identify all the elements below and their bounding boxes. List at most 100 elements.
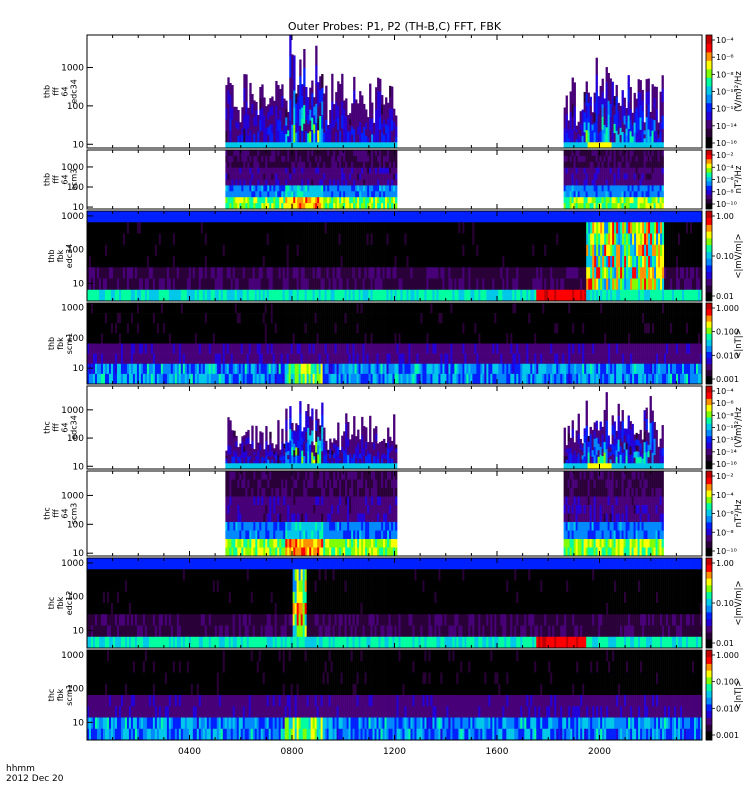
heatmap-cell (607, 173, 610, 180)
heatmap-cell (140, 278, 144, 291)
heatmap-cell (320, 256, 323, 268)
heatmap-cell (386, 267, 389, 279)
heatmap-cell (108, 233, 112, 246)
heatmap-cell (358, 222, 361, 234)
heatmap-cell (522, 289, 525, 302)
heatmap-cell (252, 211, 256, 223)
heatmap-cell (637, 197, 640, 204)
heatmap-cell (241, 128, 244, 136)
heatmap-cell (478, 278, 481, 291)
heatmap-cell (400, 278, 403, 291)
heatmap-cell (264, 278, 268, 291)
heatmap-cell (462, 278, 465, 291)
heatmap-cell (608, 289, 611, 302)
heatmap-cell (372, 256, 375, 268)
heatmap-cell (422, 244, 425, 257)
heatmap-cell (631, 173, 634, 180)
heatmap-cell (631, 136, 634, 143)
heatmap-cell (346, 233, 349, 246)
heatmap-cell (392, 267, 395, 279)
colorbar-segment (706, 166, 712, 169)
heatmap-cell (324, 267, 327, 279)
heatmap-cell (279, 197, 282, 204)
heatmap-cell (134, 289, 138, 302)
heatmap-cell (640, 222, 643, 234)
heatmap-cell (442, 244, 445, 257)
heatmap-cell (696, 222, 699, 234)
heatmap-cell (458, 289, 461, 302)
heatmap-cell (144, 211, 148, 223)
heatmap-cell (317, 203, 320, 210)
heatmap-cell (112, 211, 116, 223)
heatmap-cell (456, 267, 459, 279)
heatmap-cell (245, 203, 248, 210)
heatmap-cell (373, 122, 376, 127)
heatmap-cell (500, 211, 503, 223)
heatmap-cell (593, 92, 596, 103)
heatmap-cell (623, 167, 626, 174)
heatmap-cell (569, 91, 572, 102)
heatmap-cell (508, 289, 511, 302)
heatmap-cell (235, 161, 238, 168)
heatmap-cell (225, 179, 228, 186)
heatmap-cell (591, 130, 594, 137)
heatmap-cell (653, 161, 656, 168)
heatmap-cell (261, 150, 264, 157)
heatmap-cell (128, 244, 132, 257)
heatmap-cell (290, 244, 293, 257)
heatmap-cell (580, 222, 583, 234)
heatmap-cell (354, 289, 357, 302)
heatmap-cell (291, 173, 294, 180)
heatmap-cell (192, 244, 196, 257)
heatmap-cell (210, 211, 214, 223)
heatmap-cell (251, 103, 254, 114)
heatmap-cell (222, 222, 226, 234)
heatmap-cell (377, 129, 380, 143)
heatmap-cell (374, 267, 377, 279)
heatmap-cell (383, 203, 386, 210)
heatmap-cell (404, 211, 407, 223)
heatmap-cell (374, 233, 377, 246)
heatmap-cell (273, 142, 276, 148)
heatmap-cell (542, 278, 545, 291)
heatmap-cell (556, 278, 559, 291)
heatmap-cell (269, 142, 272, 148)
heatmap-cell (542, 222, 545, 234)
heatmap-cell (116, 256, 120, 268)
heatmap-cell (410, 289, 413, 302)
heatmap-cell (225, 155, 228, 163)
heatmap-cell (224, 233, 228, 246)
heatmap-cell (158, 278, 162, 291)
heatmap-cell (276, 244, 279, 257)
heatmap-cell (365, 167, 368, 174)
heatmap-cell (241, 114, 244, 122)
heatmap-cell (317, 161, 320, 168)
heatmap-cell (597, 203, 600, 210)
heatmap-cell (615, 191, 618, 198)
heatmap-cell (625, 108, 628, 116)
heatmap-cell (259, 179, 262, 186)
heatmap-cell (267, 111, 270, 120)
heatmap-cell (287, 112, 290, 119)
heatmap-cell (393, 115, 396, 123)
heatmap-cell (366, 267, 369, 279)
heatmap-cell (558, 267, 561, 279)
heatmap-cell (156, 211, 160, 223)
heatmap-cell (589, 173, 592, 180)
heatmap-cell (239, 185, 242, 192)
heatmap-cell (166, 267, 170, 279)
heatmap-cell (388, 244, 391, 257)
heatmap-cell (257, 161, 260, 168)
heatmap-cell (104, 267, 108, 279)
heatmap-cell (228, 278, 232, 291)
heatmap-cell (657, 122, 660, 127)
heatmap-cell (239, 191, 242, 198)
heatmap-cell (600, 211, 603, 223)
heatmap-cell (328, 289, 331, 302)
heatmap-cell (530, 244, 533, 257)
heatmap-cell (645, 116, 648, 130)
heatmap-cell (534, 222, 537, 234)
heatmap-cell (530, 256, 533, 268)
heatmap-cell (110, 256, 114, 268)
heatmap-cell (614, 267, 617, 279)
